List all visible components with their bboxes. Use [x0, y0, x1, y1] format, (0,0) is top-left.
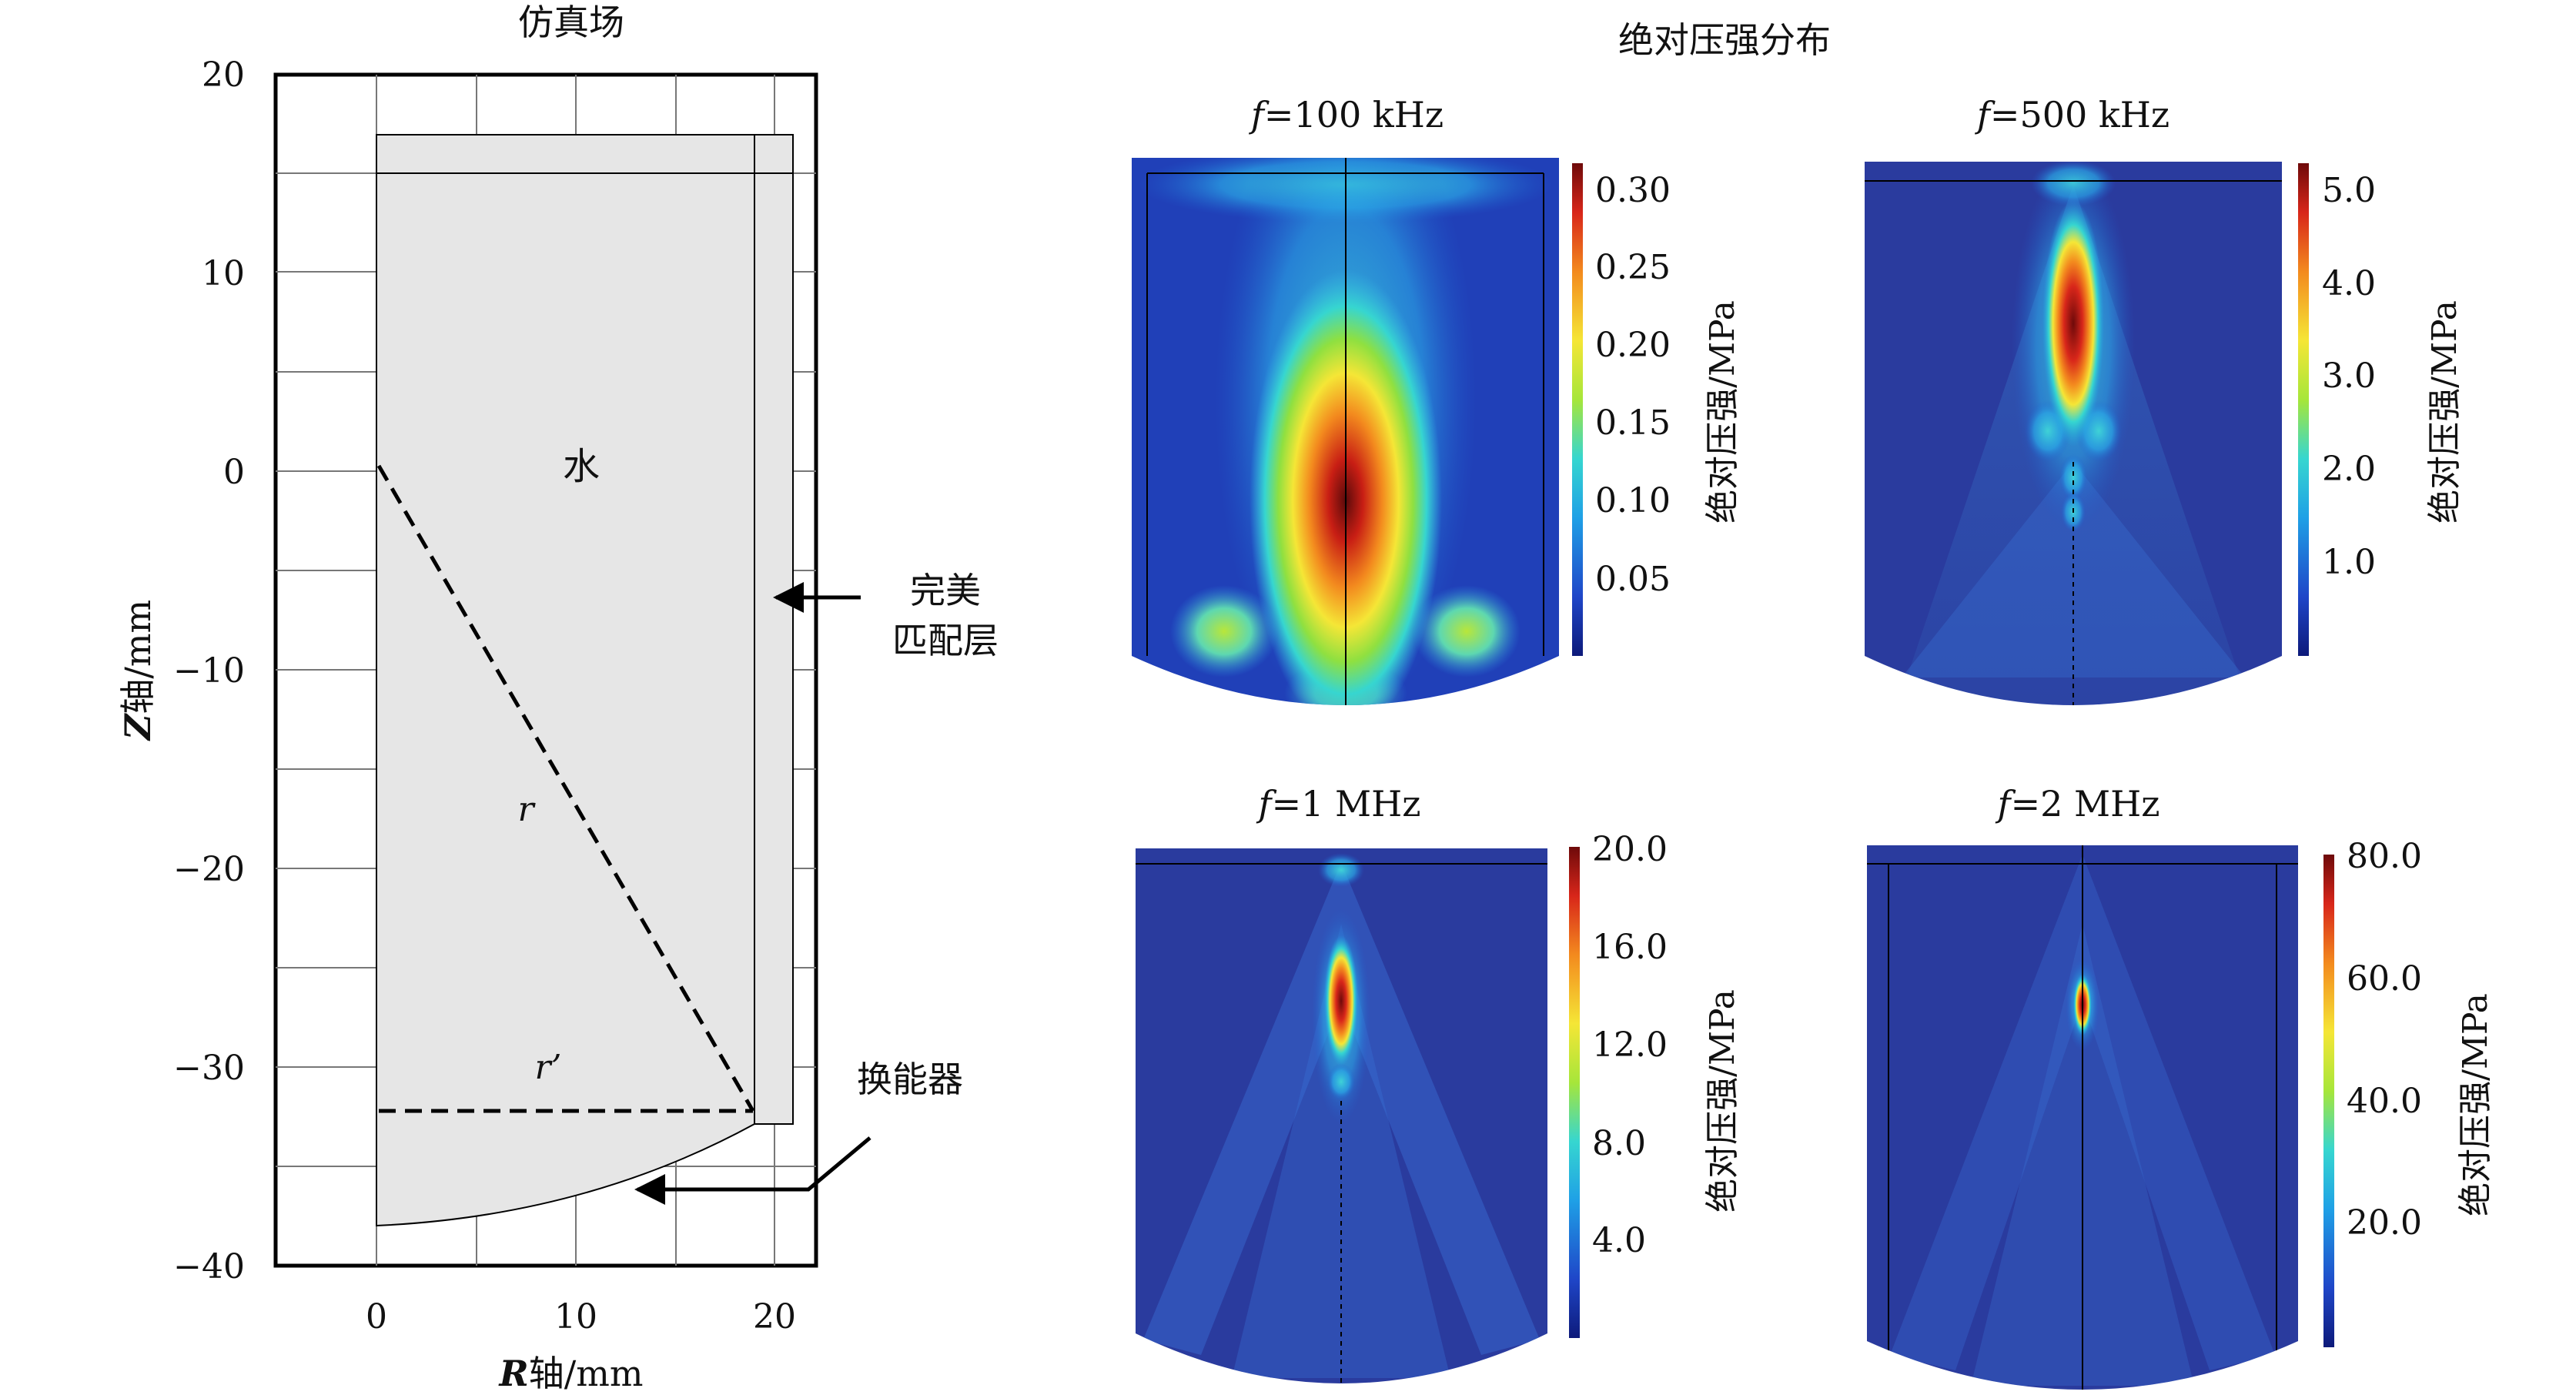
- frequency-value: =100 kHz: [1264, 94, 1444, 135]
- radius-line-r: [376, 464, 755, 1112]
- colorbar-tick: 4.0: [1592, 1221, 1646, 1260]
- colorbar-tick: 4.0: [2322, 264, 2376, 303]
- panel-title: f=100 kHz: [1249, 94, 1444, 135]
- water-label: 水: [563, 445, 600, 488]
- colorbar-tick: 8.0: [1592, 1124, 1646, 1163]
- y-tick: −20: [173, 850, 245, 889]
- colorbar-ticks: 20.0 16.0 12.0 8.0 4.0: [1592, 830, 1668, 1260]
- y-axis-label-rest: 轴/mm: [117, 600, 159, 714]
- colorbar-label: 绝对压强/MPa: [2456, 993, 2495, 1216]
- colorbar-tick: 0.20: [1595, 326, 1671, 365]
- y-tick: 20: [202, 55, 245, 95]
- colorbar-tick: 0.30: [1595, 171, 1671, 210]
- y-tick: −10: [173, 651, 245, 691]
- colorbar-tick: 2.0: [2322, 450, 2376, 489]
- water-domain: [376, 134, 794, 1227]
- x-axis-ticks: 0 10 20: [366, 1297, 796, 1336]
- colorbar-tick: 3.0: [2322, 356, 2376, 396]
- pressure-field: [1136, 848, 1547, 1383]
- r-prime-label: r’: [534, 1048, 561, 1087]
- y-axis-label: Z轴/mm: [117, 600, 159, 741]
- colorbar-label: 绝对压强/MPa: [1703, 300, 1742, 524]
- pressure-field: [1867, 845, 2298, 1390]
- colorbar-tick: 40.0: [2347, 1082, 2422, 1121]
- colorbar-tick: 60.0: [2347, 959, 2422, 999]
- colorbar-tick: 1.0: [2322, 543, 2376, 582]
- y-tick: 10: [202, 254, 245, 293]
- frequency-value: =1 MHz: [1272, 783, 1421, 825]
- x-axis-label-rest: 轴/mm: [529, 1353, 644, 1392]
- panel-title: f=2 MHz: [1996, 783, 2160, 825]
- colorbar-tick: 16.0: [1592, 928, 1668, 967]
- x-tick: 20: [753, 1297, 796, 1336]
- y-axis-label-bold: Z: [117, 713, 159, 741]
- transducer-arrow: [634, 1136, 871, 1205]
- pressure-map-2mhz: f=2 MHz 80.0 60.0 40.0 20.0 绝对压强/MPa: [1867, 783, 2495, 1390]
- r-label: r: [517, 790, 536, 829]
- frequency-value: =2 MHz: [2011, 783, 2160, 825]
- colorbar-tick: 20.0: [2347, 1203, 2422, 1243]
- colorbar-tick: 0.25: [1595, 248, 1671, 287]
- colorbar-label: 绝对压强/MPa: [2425, 300, 2464, 524]
- panel-title: f=1 MHz: [1256, 783, 1421, 825]
- colorbar-tick: 20.0: [1592, 830, 1668, 869]
- colorbar-tick: 5.0: [2322, 171, 2376, 210]
- frequency-value: =500 kHz: [1990, 94, 2170, 135]
- colorbar-tick: 12.0: [1592, 1025, 1668, 1065]
- y-axis-ticks: 20 10 0 −10 −20 −30 −40: [173, 55, 245, 1286]
- colorbar-ticks: 80.0 60.0 40.0 20.0: [2347, 837, 2422, 1243]
- colorbar-tick: 0.15: [1595, 403, 1671, 443]
- x-axis-label-bold: R: [498, 1353, 529, 1392]
- panel-title: f=500 kHz: [1975, 94, 2170, 135]
- y-tick: −40: [173, 1247, 245, 1286]
- right-panel-title: 绝对压强分布: [1618, 19, 1831, 61]
- pressure-map-500khz: f=500 kHz 5.0 4.0 3.0 2.0 1.0 绝对压强/MPa: [1865, 94, 2464, 705]
- pressure-field: [1865, 162, 2282, 705]
- y-tick: −30: [173, 1049, 245, 1088]
- colorbar-tick: 80.0: [2347, 837, 2422, 876]
- colorbar-ticks: 5.0 4.0 3.0 2.0 1.0: [2322, 171, 2376, 582]
- pml-label-line2: 匹配层: [892, 620, 999, 661]
- colorbar-ticks: 0.30 0.25 0.20 0.15 0.10 0.05: [1595, 171, 1671, 599]
- simulation-domain-panel: 仿真场 水 r: [117, 2, 999, 1394]
- pressure-map-100khz: f=100 kHz 0.30 0.25 0.20 0.15 0.10 0.05 …: [1132, 94, 1742, 705]
- pressure-map-1mhz: f=1 MHz 20.0 16.0 12.0 8.0 4.0 绝对压强/MPa: [1136, 783, 1742, 1383]
- colorbar-label: 绝对压强/MPa: [1703, 989, 1742, 1213]
- transducer-label: 换能器: [857, 1059, 963, 1100]
- left-panel-title: 仿真场: [518, 2, 624, 43]
- colorbar-tick: 0.10: [1595, 481, 1671, 520]
- colorbar: [2298, 163, 2309, 656]
- pressure-field: [1132, 158, 1559, 705]
- x-axis-label: R轴/mm: [498, 1353, 644, 1392]
- colorbar: [2323, 855, 2334, 1347]
- colorbar-tick: 0.05: [1595, 560, 1671, 599]
- x-tick: 0: [366, 1297, 387, 1336]
- y-tick: 0: [223, 453, 245, 492]
- colorbar: [1569, 847, 1580, 1338]
- x-tick: 10: [554, 1297, 597, 1336]
- pml-label-line1: 完美: [910, 570, 981, 611]
- colorbar: [1572, 163, 1583, 656]
